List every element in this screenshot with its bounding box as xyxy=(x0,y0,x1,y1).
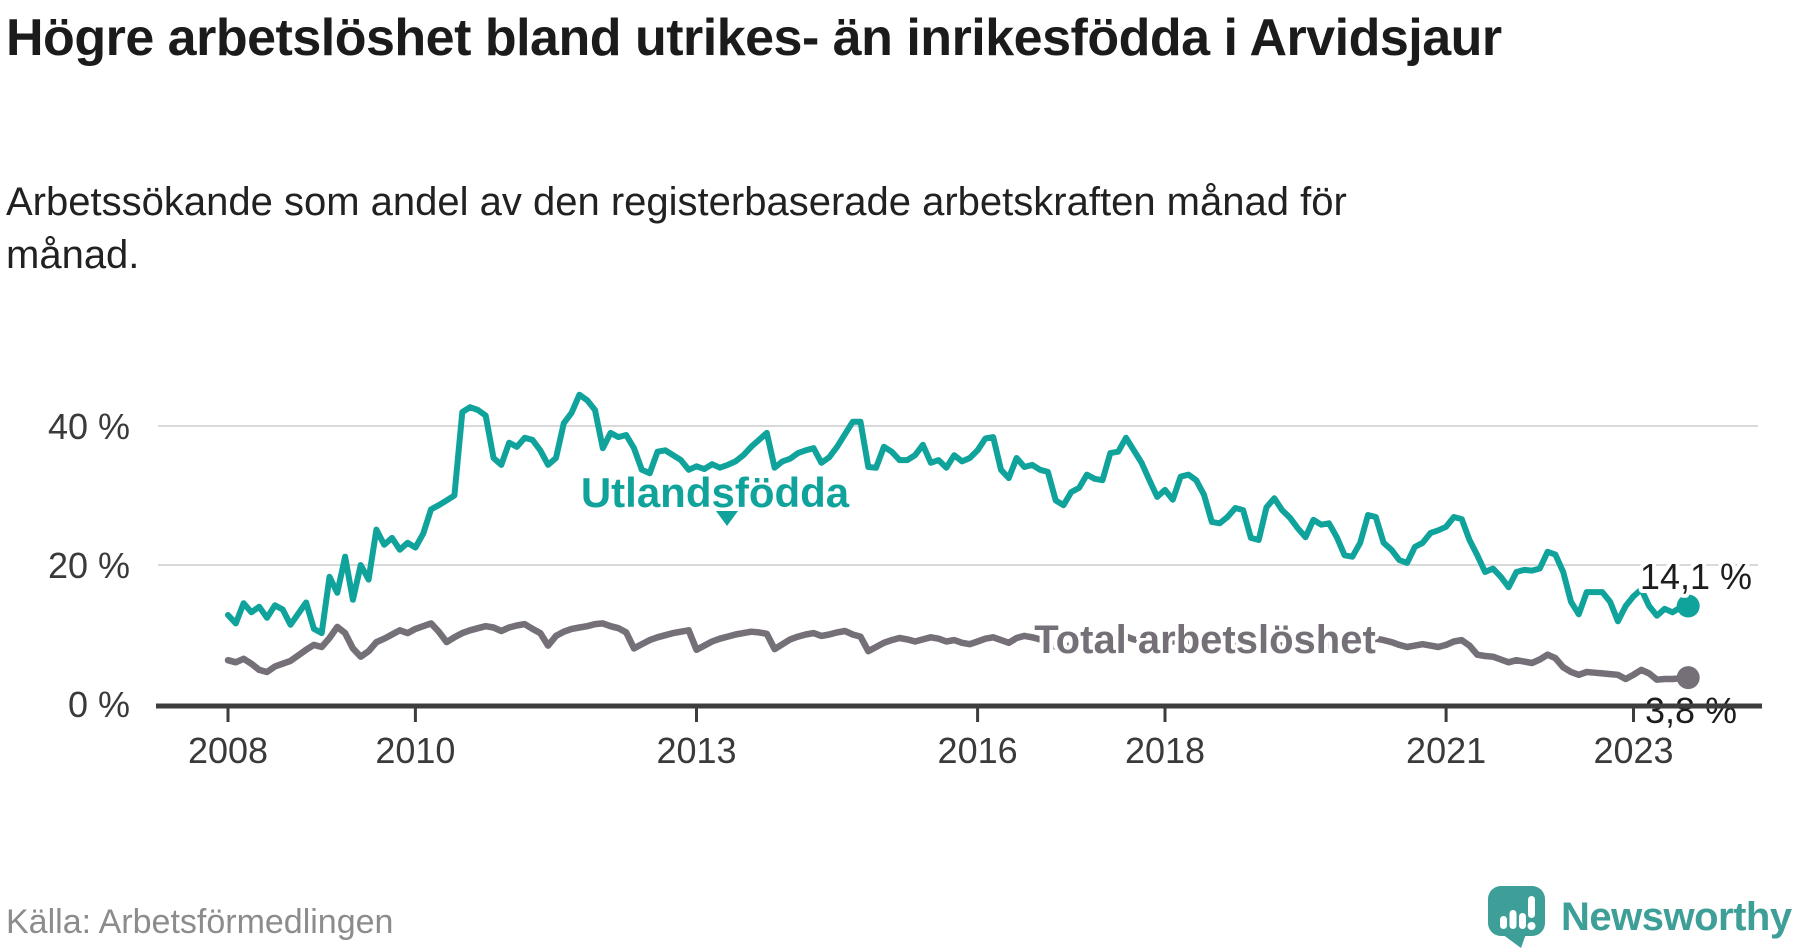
newsworthy-logo: Newsworthy xyxy=(1488,884,1792,948)
newsworthy-wordmark: Newsworthy xyxy=(1561,894,1792,939)
page-subtitle: Arbetssökande som andel av den registerb… xyxy=(6,180,1347,278)
total-end-dot xyxy=(1676,666,1700,690)
x-axis-tick-label: 2008 xyxy=(188,730,268,771)
x-axis-tick-label: 2021 xyxy=(1406,730,1486,771)
axis-label-layer: 0 % 20 % 40 % 2008 2010 2013 2016 2018 2021 2023 xyxy=(48,406,1674,771)
y-axis-tick-label: 0 % xyxy=(68,684,130,725)
x-axis-tick-label: 2013 xyxy=(656,730,736,771)
newsworthy-logo-icon xyxy=(1488,886,1545,948)
x-axis-tick-label: 2023 xyxy=(1593,730,1673,771)
total-end-value-label: 3,8 % xyxy=(1645,690,1737,731)
x-axis-tick-label: 2018 xyxy=(1125,730,1205,771)
y-axis-tick-label: 20 % xyxy=(48,545,130,586)
source-note: Källa: Arbetsförmedlingen xyxy=(6,903,394,941)
utlandsfodda-end-dot xyxy=(1676,594,1700,618)
total-series-label: Total arbetslöshet xyxy=(1034,618,1376,662)
utlandsfodda-series-label: Utlandsfödda xyxy=(581,469,850,516)
gridline-layer xyxy=(158,425,1758,566)
utlandsfodda-line xyxy=(225,391,1692,637)
total-arbetsloshet-line xyxy=(224,620,1692,683)
x-axis-tick-label: 2016 xyxy=(938,730,1018,771)
x-axis-tick-label: 2010 xyxy=(375,730,455,771)
y-axis-tick-label: 40 % xyxy=(48,406,130,447)
page-title: Högre arbetslöshet bland utrikes- än inr… xyxy=(6,9,1502,67)
utlandsfodda-pointer-arrow-icon xyxy=(716,511,738,526)
utlandsfodda-end-value-label: 14,1 % xyxy=(1640,556,1752,597)
